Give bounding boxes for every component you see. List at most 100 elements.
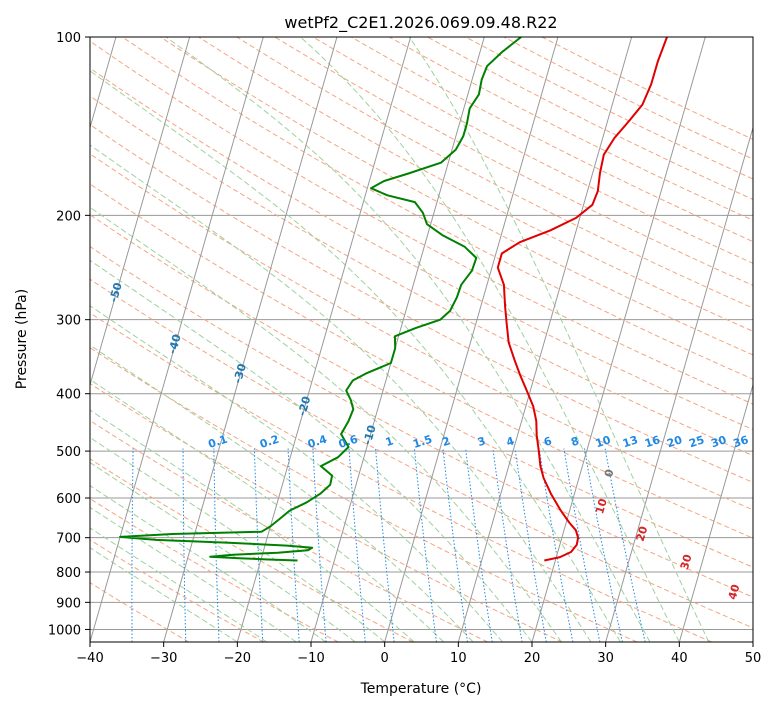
mixing-ratio-label: 3 [476, 434, 487, 449]
moist-adiabat [90, 259, 533, 642]
moist-adiabat [90, 547, 238, 642]
moist-adiabat [90, 206, 562, 642]
chart-title: wetPf2_C2E1.2026.069.09.48.R22 [284, 13, 557, 33]
mixing-ratio-line [563, 448, 601, 642]
zero-isotherm-label: 0 [602, 467, 617, 478]
mixing-ratio-label: 30 [709, 433, 728, 450]
mixing-ratio-line [465, 448, 493, 642]
isotherm-label: -20 [295, 394, 313, 417]
dry-adiabat [465, 37, 753, 180]
dry-adiabat [90, 582, 190, 642]
mixing-ratio-label: 6 [542, 434, 554, 449]
mixing-ratio-line [492, 448, 523, 642]
mixing-ratio-label: 0.2 [258, 433, 281, 451]
isotherm [605, 125, 753, 642]
isotherm [678, 383, 753, 642]
moist-adiabat-label: 20 [634, 524, 651, 543]
x-tick-label: −30 [150, 651, 177, 666]
moist-adiabat-label: 30 [678, 553, 695, 572]
mixing-ratio-label: 2 [441, 434, 452, 449]
moist-adiabat [90, 409, 415, 642]
mixing-ratio-label: 16 [643, 433, 662, 450]
moist-adiabat [90, 485, 327, 642]
mixing-ratio-line [583, 448, 623, 642]
isotherm [384, 37, 559, 642]
x-tick-label: −20 [224, 651, 251, 666]
isotherm-label: -70 [0, 176, 8, 199]
y-tick-label: 400 [56, 388, 81, 403]
mixing-ratio-line [604, 448, 646, 642]
dry-adiabat [350, 37, 753, 243]
mixing-ratio-line [442, 448, 468, 642]
moist-adiabat [300, 37, 680, 642]
dry-adiabat [121, 37, 753, 380]
mixing-ratio-line [348, 448, 366, 642]
mixing-ratio-line [182, 448, 187, 642]
x-tick-label: 0 [381, 651, 389, 666]
x-axis-ticks: −40 −30 −20 −10 0 10 20 30 40 50 [76, 642, 761, 666]
y-tick-label: 300 [56, 314, 81, 329]
dewpoint-profile-line [119, 37, 522, 562]
dry-adiabat [541, 37, 753, 140]
dry-adiabat [236, 37, 753, 309]
x-tick-label: 50 [745, 651, 762, 666]
mixing-ratio-label: 10 [594, 433, 613, 450]
y-axis-ticks: 100 200 300 400 500 600 700 800 900 1000 [48, 31, 90, 638]
mixing-ratio-label: 0.6 [337, 432, 360, 450]
dry-adiabat [90, 347, 638, 642]
isotherm-label: -50 [107, 281, 125, 304]
mixing-ratio-label: 0.4 [306, 432, 329, 450]
dry-adiabat [90, 67, 753, 431]
moist-adiabat [90, 506, 297, 642]
x-tick-label: −40 [76, 651, 103, 666]
dry-adiabat [427, 37, 753, 200]
x-tick-label: −10 [297, 651, 324, 666]
y-tick-label: 200 [56, 209, 81, 224]
moist-adiabat [90, 378, 444, 642]
mixing-ratio-label: 13 [621, 433, 640, 450]
y-tick-label: 700 [56, 532, 81, 547]
moist-adiabat [90, 344, 474, 642]
moist-adiabat-label: 10 [593, 497, 610, 516]
dry-adiabat [90, 539, 264, 642]
moist-adiabat [408, 37, 710, 642]
moist-adiabat [90, 436, 386, 642]
moist-adiabat [90, 527, 268, 642]
mixing-ratio-label: 8 [569, 434, 580, 449]
dry-adiabat [90, 245, 753, 598]
isotherm-label: -10 [361, 423, 379, 446]
mixing-ratio-lines [82, 448, 646, 643]
y-axis-title: Pressure (hPa) [14, 289, 30, 389]
y-tick-label: 100 [56, 31, 81, 46]
dry-adiabat [90, 382, 563, 642]
moist-adiabat [90, 461, 356, 642]
temperature-profile-line [496, 37, 668, 562]
isotherm [236, 37, 412, 642]
dry-adiabat [90, 458, 414, 642]
mixing-ratio-line [213, 448, 220, 642]
isotherm [531, 37, 706, 642]
annotations: -100-90-80-70-60-50-40-30-20-10010203040… [0, 176, 751, 601]
dry-adiabat [90, 419, 488, 642]
x-tick-label: 30 [597, 651, 614, 666]
x-tick-label: 10 [450, 651, 467, 666]
mixing-ratio-label: 4 [505, 434, 517, 449]
moist-adiabat [165, 37, 651, 642]
mixing-ratio-line [131, 448, 134, 642]
isotherm-label: -40 [166, 332, 184, 355]
isotherm [752, 640, 753, 642]
y-tick-label: 500 [56, 445, 81, 460]
moist-adiabats [90, 37, 710, 642]
mixing-ratio-label: 1.5 [411, 433, 434, 451]
mixing-ratio-line [82, 449, 87, 643]
plot-area: -100-90-80-70-60-50-40-30-20-10010203040… [0, 37, 753, 643]
isotherm [90, 37, 264, 642]
isotherm-label: -60 [48, 228, 66, 251]
grid [90, 37, 753, 630]
mixing-ratio-label: 1 [384, 434, 395, 449]
x-tick-label: 20 [524, 651, 541, 666]
dry-adiabat [90, 312, 712, 642]
isotherm-label: -30 [231, 362, 249, 385]
y-tick-label: 1000 [48, 623, 81, 638]
